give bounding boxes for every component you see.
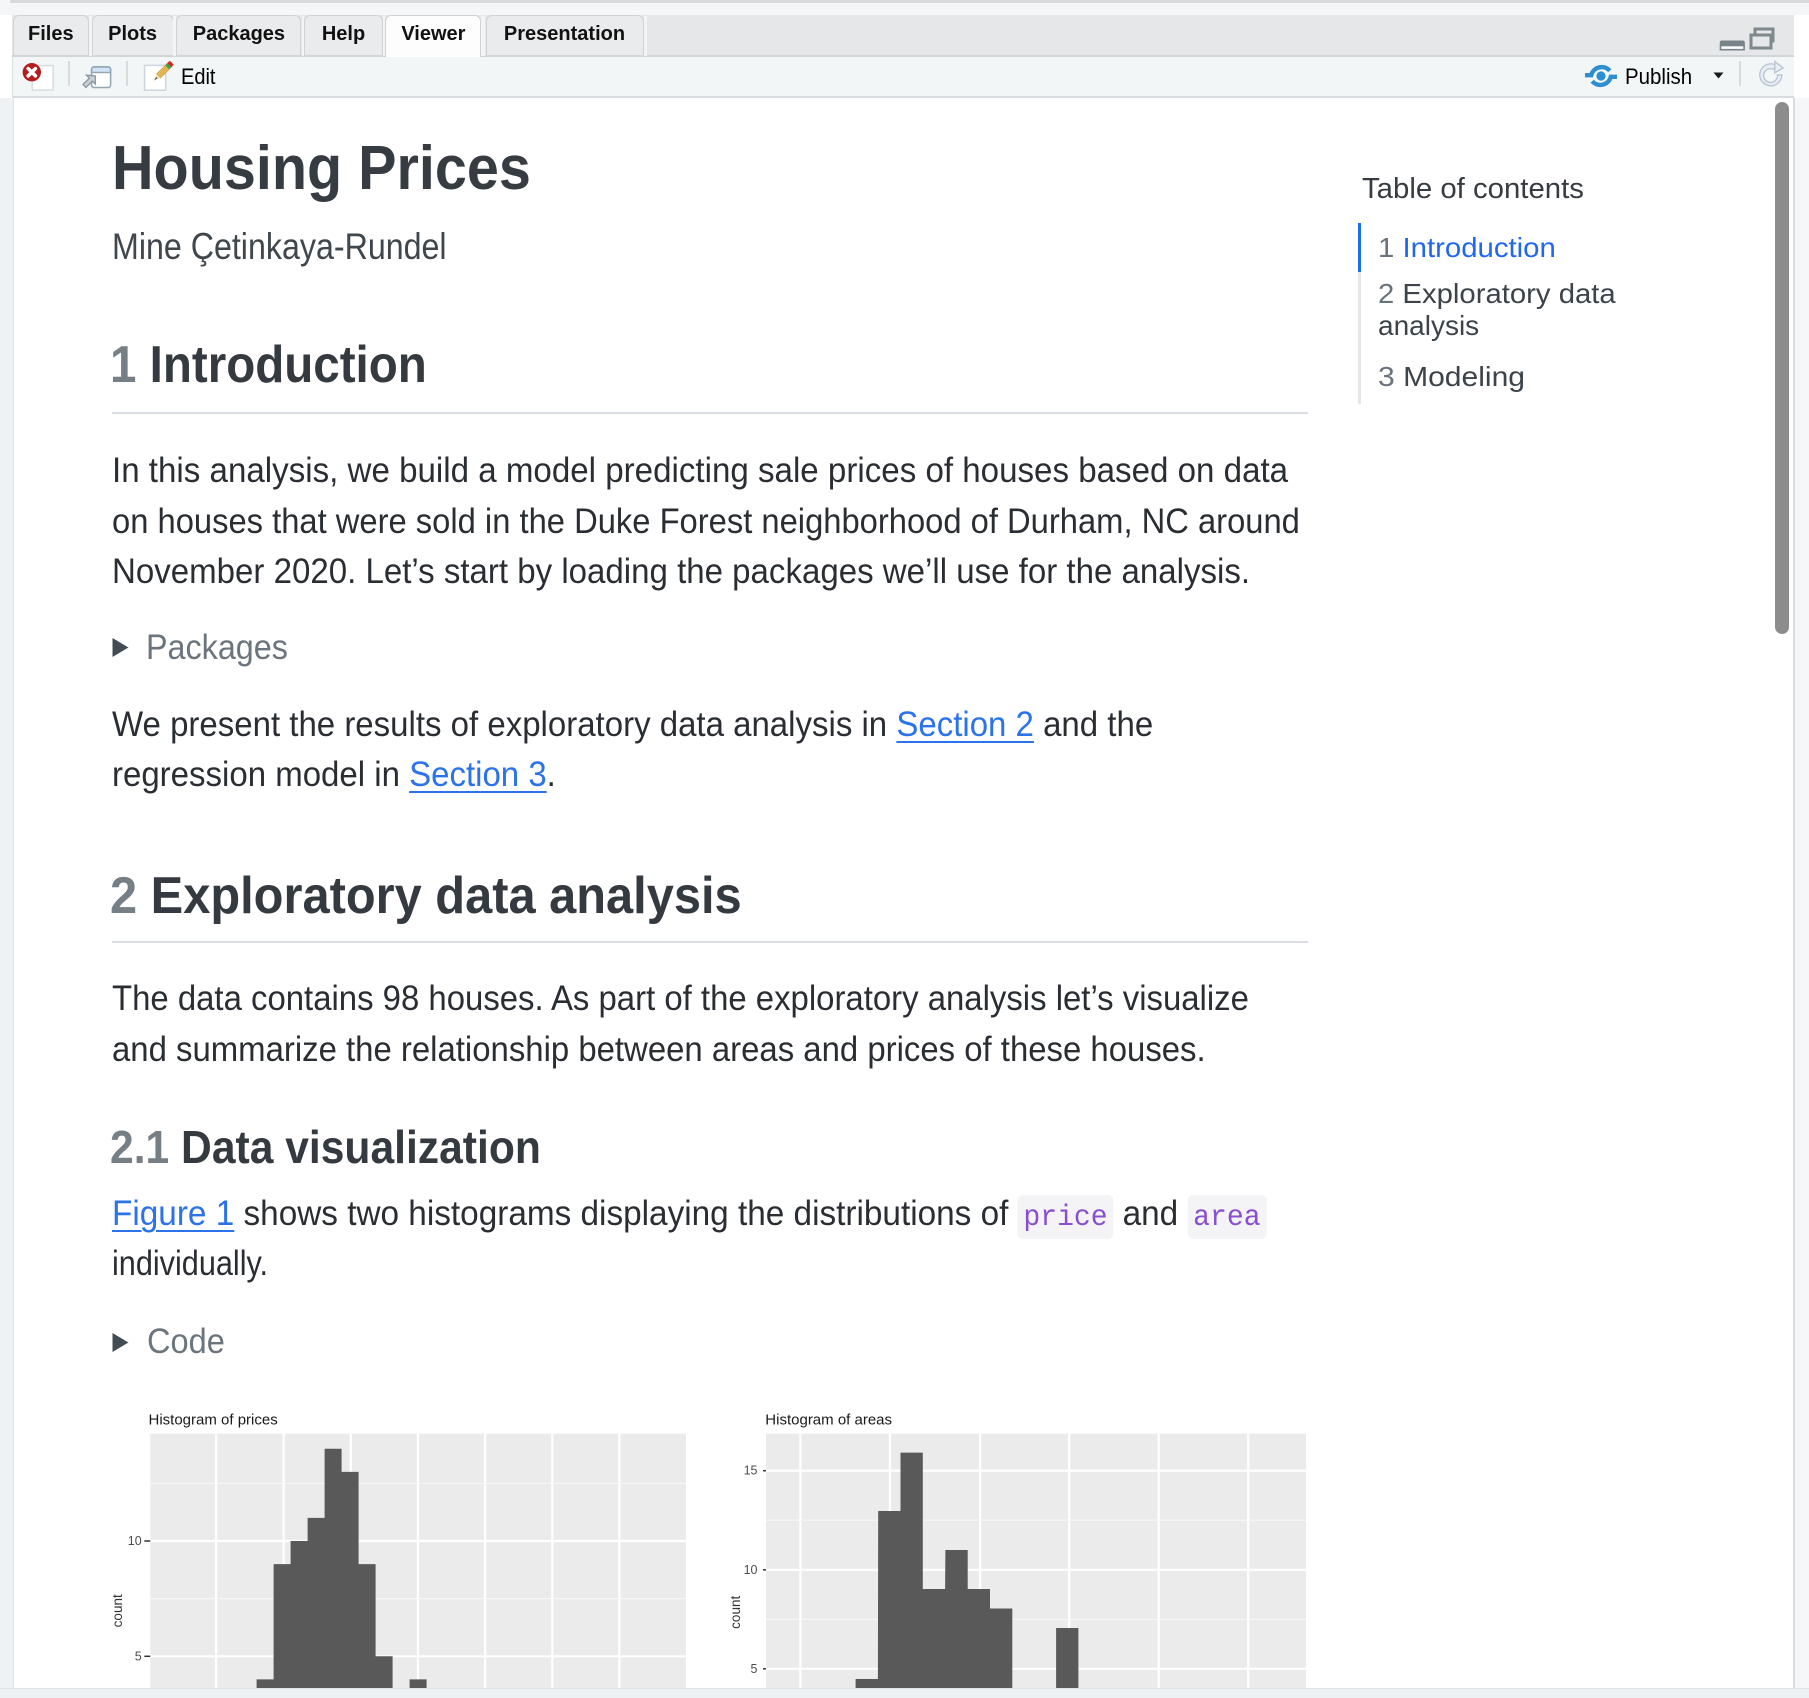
svg-text:5: 5: [135, 1649, 142, 1663]
svg-text:15: 15: [744, 1464, 758, 1478]
svg-text:Histogram of areas: Histogram of areas: [765, 1412, 892, 1429]
svg-text:5: 5: [751, 1662, 758, 1676]
svg-text:count: count: [112, 1594, 125, 1627]
svg-text:10: 10: [744, 1563, 758, 1577]
svg-text:Histogram of prices: Histogram of prices: [149, 1412, 278, 1429]
svg-text:10: 10: [128, 1534, 142, 1548]
svg-text:count: count: [730, 1596, 743, 1629]
